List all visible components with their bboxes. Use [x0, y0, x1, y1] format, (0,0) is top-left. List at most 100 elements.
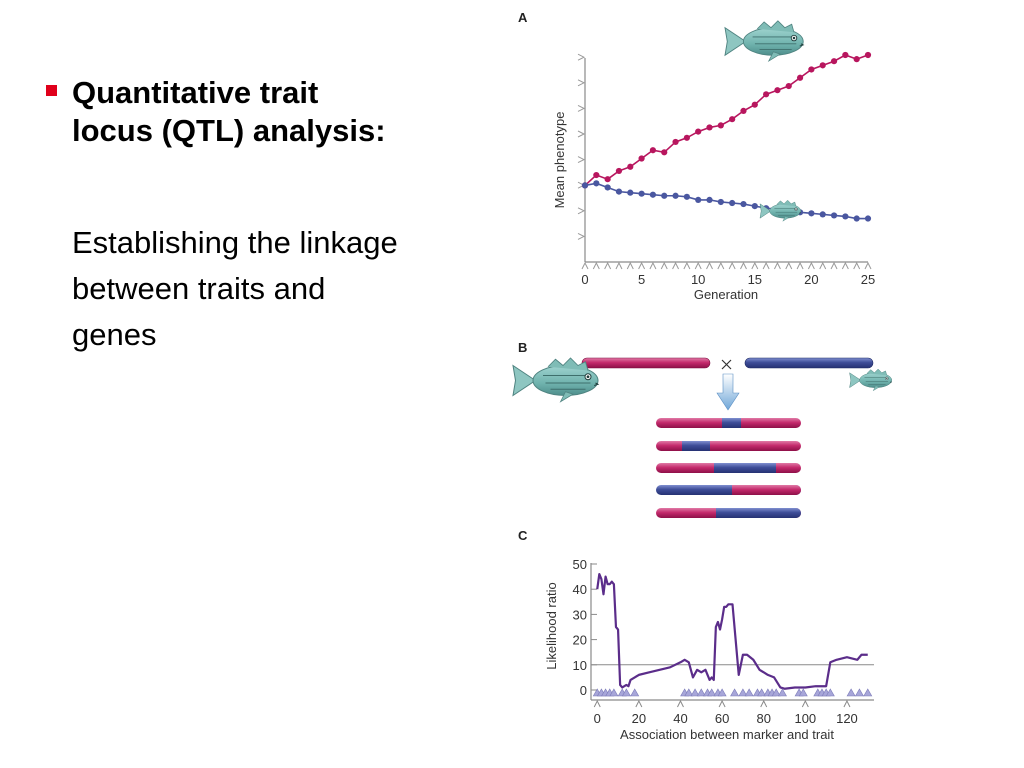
panel-c-x-tick-label: 120: [836, 711, 858, 726]
panel-a-series-1-point: [842, 51, 849, 59]
panel-c-marker-triangle: [771, 688, 781, 697]
panel-c-marker-triangle: [854, 688, 864, 697]
panel-a-chart: 0 5 10 15 20 25 Generation Mean phenotype: [552, 20, 875, 302]
panel-a-x-tick: [604, 261, 612, 270]
panel-c-marker-triangle: [684, 688, 694, 697]
panel-c-marker-triangle: [777, 688, 787, 697]
panel-a-x-tick: [728, 261, 736, 270]
panel-a-x-tick-label: 0: [581, 272, 588, 287]
panel-a-series-1-point: [695, 128, 702, 135]
panel-c-marker-triangle: [863, 688, 873, 697]
panel-a-series-1-point: [717, 122, 724, 129]
panel-c-marker-triangle: [744, 688, 754, 697]
body-line-2: between traits and: [72, 271, 326, 306]
panel-a-y-tick: [577, 232, 586, 240]
panel-c-marker-triangle: [609, 688, 619, 697]
panel-a-series-1-point: [819, 62, 826, 69]
panel-a-series-1-point: [729, 116, 736, 123]
panel-a-series-2-point: [864, 215, 872, 222]
recombinant-chromosome-3: [656, 463, 801, 473]
panel-a-series-1-point: [604, 176, 611, 183]
small-fish-icon: [759, 199, 802, 222]
panel-a-x-tick: [592, 261, 600, 270]
panel-c-chart: 0 10 20 30 40 50 0 20 40 60 80 100 120 Association …: [544, 557, 874, 742]
panel-a-y-tick: [577, 207, 586, 215]
panel-a-series-1-point: [853, 56, 860, 63]
panel-c-x-tick-label: 80: [756, 711, 770, 726]
panel-a-x-tick: [638, 261, 646, 270]
panel-a-y-tick: [577, 104, 586, 112]
panel-a-y-tick: [577, 156, 586, 164]
panel-c-x-tick-label: 20: [632, 711, 646, 726]
panel-c-x-tick: [635, 699, 643, 708]
cross-symbol-icon: [721, 359, 732, 370]
panel-a-series-2-point: [706, 196, 713, 203]
panel-a-series-1-point: [830, 58, 838, 65]
panel-a-series-1-point: [751, 101, 758, 108]
panel-a-x-tick: [853, 261, 861, 270]
panel-c-marker-triangle: [717, 688, 727, 697]
panel-c-y-tick-label: 50: [573, 557, 587, 572]
slide-heading: Quantitative trait locus (QTL) analysis:: [72, 74, 492, 150]
panel-a-series-2-point: [808, 210, 815, 217]
bullet-square-icon: [46, 85, 57, 96]
panel-a-series-1-point: [683, 134, 690, 141]
panel-c-marker-triangle: [798, 688, 808, 697]
panel-c-x-tick-label: 100: [794, 711, 816, 726]
panel-c-x-tick-label: 0: [594, 711, 601, 726]
panel-a-x-tick: [864, 261, 872, 270]
panel-c-y-tick-label: 20: [573, 633, 587, 648]
panel-a-series-1-point: [808, 66, 815, 73]
panel-a-series-2-point: [638, 190, 645, 197]
heading-line-2: locus (QTL) analysis:: [72, 113, 386, 148]
panel-a-series-2-point: [751, 203, 758, 210]
panel-a-series-2-point: [853, 215, 860, 222]
panel-c-x-tick: [718, 699, 726, 708]
recombinant-chromosome-1: [656, 418, 801, 428]
panel-a-x-axis-label: Generation: [694, 287, 758, 302]
panel-a-x-tick: [672, 261, 680, 270]
panel-a-series-1-point: [763, 91, 770, 98]
panel-a-x-tick: [706, 261, 713, 270]
panel-a-x-tick: [807, 261, 815, 270]
panel-a-y-tick: [577, 53, 586, 61]
panel-a-series-1-point: [672, 138, 679, 146]
panel-c-marker-triangle: [846, 688, 856, 697]
panel-a-series-1-point: [615, 167, 623, 175]
panel-a-series-2-point: [581, 182, 589, 189]
panel-a-x-tick-label: 5: [638, 272, 645, 287]
panel-a-x-tick: [581, 261, 589, 270]
down-arrow-icon: [716, 373, 740, 411]
panel-a-series-1-point: [661, 149, 668, 156]
panel-c-marker-triangle: [738, 688, 748, 697]
panel-a-x-tick-label: 15: [748, 272, 762, 287]
panel-c-marker-triangle: [690, 688, 700, 697]
panel-c-marker-triangle: [825, 688, 835, 697]
panel-c-x-tick-label: 40: [673, 711, 687, 726]
slide-body: Establishing the linkage between traits …: [72, 220, 502, 358]
panel-a-series-1-point: [627, 163, 634, 170]
panel-a-series-1-point: [649, 147, 657, 154]
panel-c-y-tick-label: 40: [573, 582, 587, 597]
panel-a-series-1-point: [638, 155, 645, 162]
parent-chromosome-blue: [744, 357, 874, 369]
panel-a-series-2-point: [672, 192, 679, 199]
panel-a-x-tick: [694, 261, 702, 270]
panel-c-x-tick: [760, 699, 768, 708]
panel-c-marker-triangle: [630, 688, 640, 697]
panel-a-x-tick: [626, 261, 634, 270]
panel-a-series-2-point: [695, 196, 702, 203]
panel-a-x-tick: [773, 261, 781, 270]
panel-a-x-tick: [762, 261, 770, 270]
panel-a-x-tick-label: 25: [861, 272, 875, 287]
panel-c-x-tick: [677, 699, 684, 708]
panel-a-x-tick: [649, 261, 657, 270]
panel-c-x-tick-label: 60: [715, 711, 729, 726]
panel-a-series-1-point: [706, 124, 713, 131]
panel-label-b: B: [518, 340, 528, 355]
recombinant-chromosome-5: [656, 508, 801, 518]
panel-c-marker-triangle: [730, 688, 740, 697]
panel-c-y-tick-label: 0: [580, 683, 587, 698]
panel-a-series-2-point: [604, 184, 611, 191]
panel-a-series-1-point: [864, 51, 872, 59]
